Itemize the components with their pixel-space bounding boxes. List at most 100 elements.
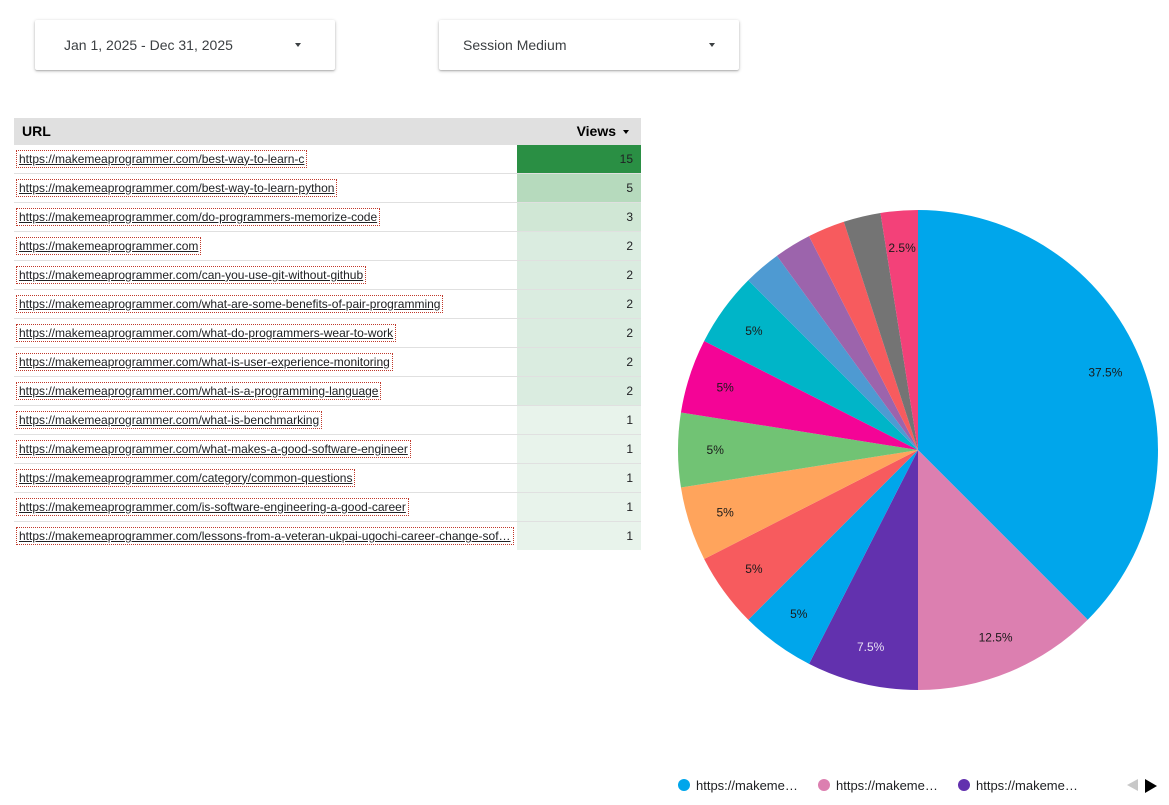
views-cell: 2 (517, 347, 641, 376)
table-row: https://makemeaprogrammer.com/do-program… (14, 202, 641, 231)
legend-item[interactable]: https://makeme… (958, 778, 1078, 793)
slice-label: 37.5% (1088, 365, 1122, 379)
legend-item[interactable]: https://makeme… (818, 778, 938, 793)
views-cell: 1 (517, 521, 641, 550)
legend-item[interactable]: https://makeme… (678, 778, 798, 793)
url-cell: https://makemeaprogrammer.com/what-is-a-… (14, 376, 517, 405)
legend-label: https://makeme… (696, 778, 798, 793)
pie-slice[interactable] (918, 210, 1158, 620)
table-row: https://makemeaprogrammer.com/is-softwar… (14, 492, 641, 521)
legend-color-swatch (818, 779, 830, 791)
slice-label: 7.5% (857, 640, 885, 654)
slice-label: 12.5% (979, 630, 1013, 644)
views-cell: 2 (517, 260, 641, 289)
slice-label: 2.5% (888, 241, 916, 255)
slice-label: 5% (707, 443, 725, 457)
session-medium-filter[interactable]: Session Medium (439, 20, 739, 70)
legend-prev-page-icon[interactable] (1127, 779, 1138, 791)
dropdown-arrow-icon (295, 43, 301, 47)
views-cell: 2 (517, 376, 641, 405)
pie-slice[interactable] (843, 212, 918, 450)
table-row: https://makemeaprogrammer.com/what-is-be… (14, 405, 641, 434)
views-cell: 1 (517, 463, 641, 492)
pie-slice[interactable] (680, 450, 918, 559)
pie-slice[interactable] (704, 280, 918, 450)
table-header-row: URL Views (14, 118, 641, 144)
url-cell: https://makemeaprogrammer.com/category/c… (14, 463, 517, 492)
table-row: https://makemeaprogrammer.com/best-way-t… (14, 173, 641, 202)
slice-label: 5% (716, 506, 734, 520)
date-range-label: Jan 1, 2025 - Dec 31, 2025 (64, 37, 233, 53)
legend-next-page-icon[interactable] (1145, 779, 1157, 793)
url-link[interactable]: https://makemeaprogrammer.com (15, 236, 202, 255)
pie-slice[interactable] (918, 450, 1088, 690)
pie-labels: 37.5% 12.5% 7.5% 5% 5% 5% 5% 5% 5% 2.5% (707, 241, 1123, 654)
url-cell: https://makemeaprogrammer.com (14, 231, 517, 260)
table-row: https://makemeaprogrammer.com/best-way-t… (14, 144, 641, 173)
pie-slice[interactable] (809, 450, 918, 690)
slice-label: 5% (716, 380, 734, 394)
url-link[interactable]: https://makemeaprogrammer.com/category/c… (15, 468, 356, 487)
views-header-label: Views (576, 122, 616, 139)
url-link[interactable]: https://makemeaprogrammer.com/what-is-a-… (15, 381, 382, 400)
table-row: https://makemeaprogrammer.com/lessons-fr… (14, 521, 641, 550)
slice-label: 5% (745, 562, 763, 576)
pie-slice[interactable] (680, 341, 918, 450)
url-link[interactable]: https://makemeaprogrammer.com/can-you-us… (15, 265, 367, 284)
views-cell: 1 (517, 492, 641, 521)
url-link[interactable]: https://makemeaprogrammer.com/is-softwar… (16, 497, 409, 516)
url-link[interactable]: https://makemeaprogrammer.com/what-are-s… (15, 294, 444, 313)
table-row: https://makemeaprogrammer.com/category/c… (14, 463, 641, 492)
url-link[interactable]: https://makemeaprogrammer.com/do-program… (15, 207, 381, 226)
sort-descending-icon (623, 130, 629, 135)
pie-slice[interactable] (748, 255, 918, 450)
url-link[interactable]: https://makemeaprogrammer.com/what-do-pr… (15, 323, 397, 342)
table-row: https://makemeaprogrammer.com/what-do-pr… (14, 318, 641, 347)
views-cell: 15 (517, 144, 641, 173)
pie-slice[interactable] (880, 210, 918, 450)
url-cell: https://makemeaprogrammer.com/best-way-t… (14, 173, 517, 202)
url-cell: https://makemeaprogrammer.com/do-program… (14, 202, 517, 231)
url-cell: https://makemeaprogrammer.com/what-makes… (14, 434, 517, 463)
url-link[interactable]: https://makemeaprogrammer.com/best-way-t… (15, 178, 338, 197)
url-cell: https://makemeaprogrammer.com/is-softwar… (14, 492, 517, 521)
url-link[interactable]: https://makemeaprogrammer.com/what-makes… (16, 439, 411, 458)
views-cell: 3 (517, 202, 641, 231)
pie-slice[interactable] (809, 221, 918, 450)
legend-color-swatch (958, 779, 970, 791)
table-body: https://makemeaprogrammer.com/best-way-t… (14, 144, 641, 550)
legend-label: https://makeme… (976, 778, 1078, 793)
url-column-header[interactable]: URL (22, 122, 51, 139)
dropdown-arrow-icon (709, 43, 715, 47)
pie-slice[interactable] (704, 450, 918, 620)
date-range-control[interactable]: Jan 1, 2025 - Dec 31, 2025 (35, 20, 335, 70)
table-row: https://makemeaprogrammer.com/can-you-us… (14, 260, 641, 289)
slice-label: 5% (790, 607, 808, 621)
url-link[interactable]: https://makemeaprogrammer.com/what-is-us… (16, 352, 393, 371)
url-link[interactable]: https://makemeaprogrammer.com/lessons-fr… (16, 527, 514, 546)
url-views-table: URL Views https://makemeaprogrammer.com/… (14, 118, 641, 550)
url-link[interactable]: https://makemeaprogrammer.com/best-way-t… (15, 149, 308, 168)
table-row: https://makemeaprogrammer.com/what-makes… (14, 434, 641, 463)
views-column-header[interactable]: Views (517, 118, 641, 144)
views-cell: 1 (517, 434, 641, 463)
views-cell: 5 (517, 173, 641, 202)
pie-slice[interactable] (678, 412, 918, 488)
views-pie-chart: 37.5% 12.5% 7.5% 5% 5% 5% 5% 5% 5% 2.5% (678, 210, 1158, 690)
pie-slices (678, 210, 1158, 690)
table-row: https://makemeaprogrammer.com/what-are-s… (14, 289, 641, 318)
views-cell: 2 (517, 318, 641, 347)
legend-color-swatch (678, 779, 690, 791)
pie-slice[interactable] (776, 236, 918, 450)
url-cell: https://makemeaprogrammer.com/what-do-pr… (14, 318, 517, 347)
url-cell: https://makemeaprogrammer.com/can-you-us… (14, 260, 517, 289)
session-medium-label: Session Medium (463, 37, 567, 53)
url-link[interactable]: https://makemeaprogrammer.com/what-is-be… (15, 410, 323, 429)
views-cell: 1 (517, 405, 641, 434)
table-row: https://makemeaprogrammer.com/what-is-us… (14, 347, 641, 376)
pie-slice[interactable] (748, 450, 918, 664)
url-cell: https://makemeaprogrammer.com/what-is-us… (14, 347, 517, 376)
url-cell: https://makemeaprogrammer.com/what-is-be… (14, 405, 517, 434)
views-cell: 2 (517, 289, 641, 318)
table-row: https://makemeaprogrammer.com 2 (14, 231, 641, 260)
